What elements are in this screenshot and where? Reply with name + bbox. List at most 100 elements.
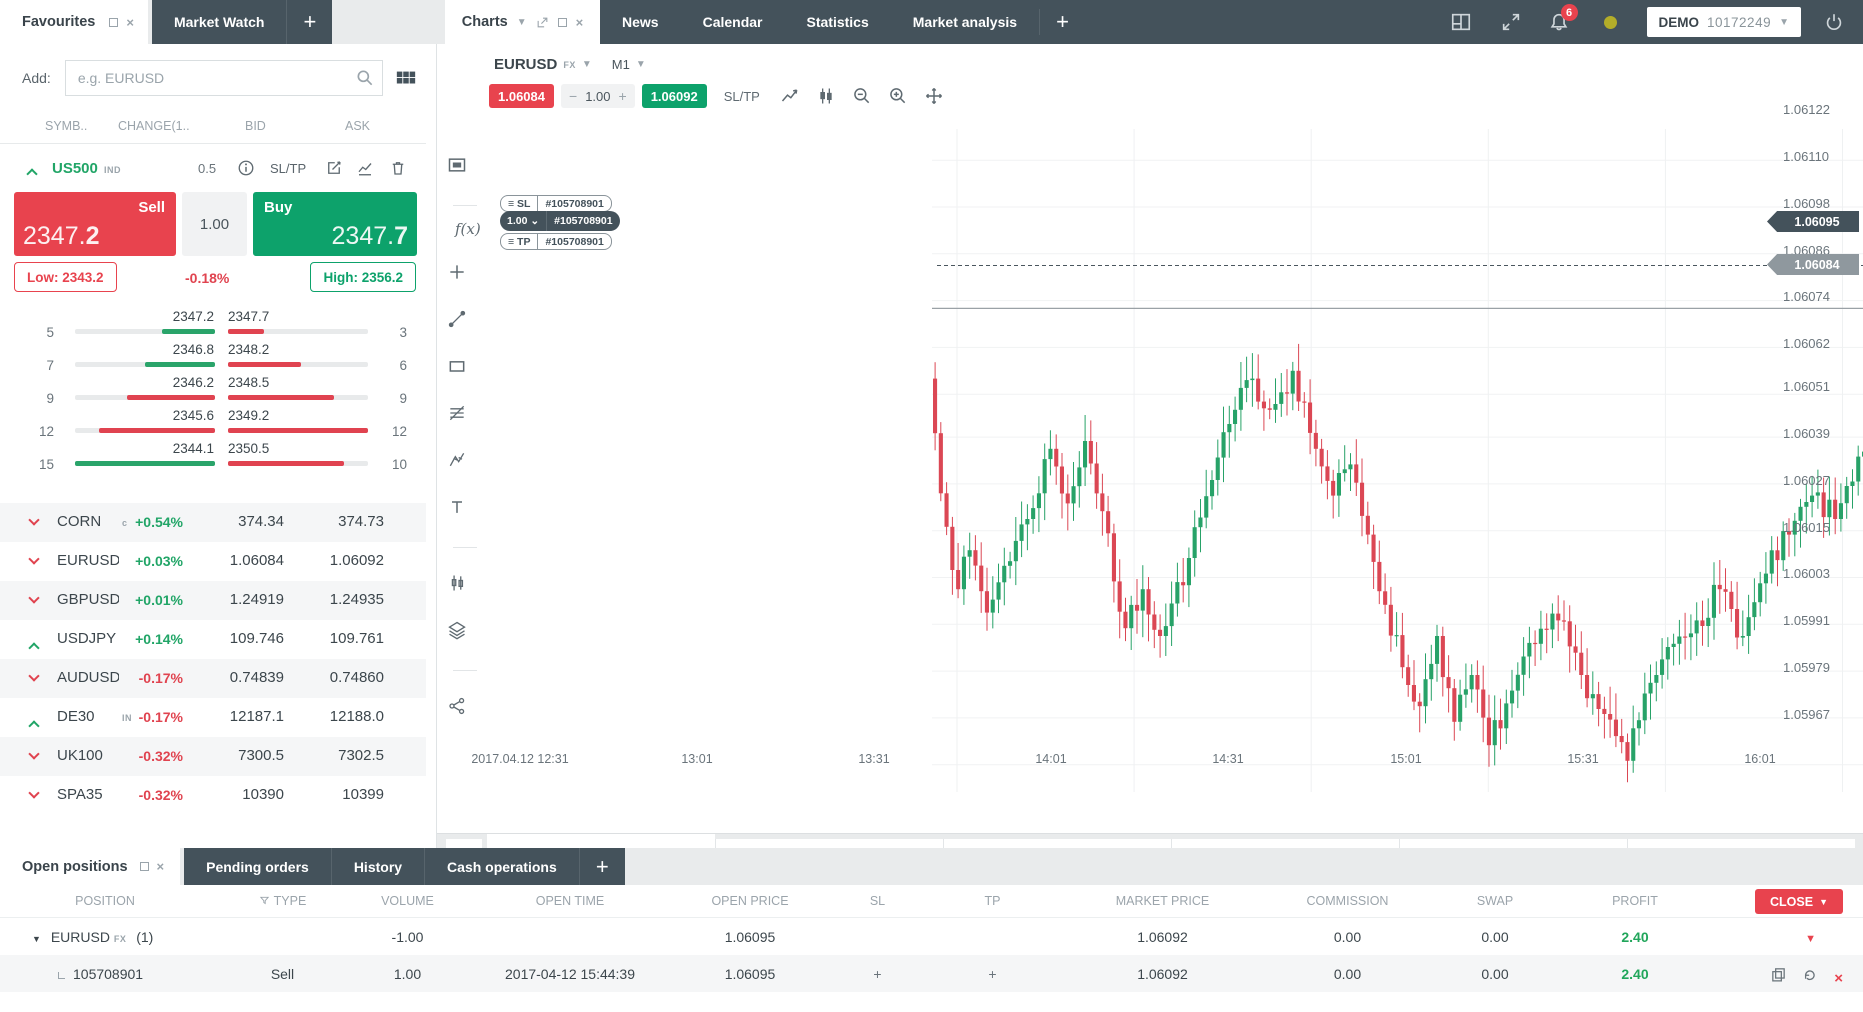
position-row[interactable]: 105708901 Sell 1.00 2017-04-12 15:44:39 1.06…: [0, 955, 1863, 992]
indicators-fx-icon[interactable]: f(x): [455, 220, 481, 238]
col-bid[interactable]: BID: [245, 119, 266, 133]
layout-icon[interactable]: [1450, 11, 1472, 33]
screenshot-icon[interactable]: [447, 155, 467, 175]
watchlist-row-corn[interactable]: CORN c +0.54% 374.34 374.73: [0, 503, 426, 542]
text-tool-icon[interactable]: [447, 497, 467, 517]
order-pill[interactable]: 1.00 ⌄ #105708901: [500, 211, 620, 231]
zoom-in-icon[interactable]: [888, 86, 908, 106]
fullscreen-icon[interactable]: [1500, 11, 1522, 33]
crosshair-add-icon[interactable]: [447, 262, 467, 282]
rectangle-tool-icon[interactable]: [447, 356, 467, 376]
add-sl-button[interactable]: +: [873, 966, 882, 982]
tab-market-analysis[interactable]: Market analysis: [890, 14, 1040, 30]
tab-history[interactable]: History: [330, 848, 425, 885]
collapse-group-icon[interactable]: ▼: [1805, 933, 1816, 945]
quantity-stepper[interactable]: − 1.00 +: [561, 84, 635, 108]
col-sl[interactable]: SL: [869, 894, 886, 908]
expand-caret-icon[interactable]: ▼: [32, 934, 41, 944]
buy-button[interactable]: Buy 2347.7: [253, 192, 417, 256]
pan-move-icon[interactable]: [924, 86, 944, 106]
col-commission[interactable]: COMMISSION: [1306, 894, 1389, 908]
reverse-order-icon[interactable]: [1801, 966, 1818, 983]
sell-button[interactable]: Sell 2347.2: [14, 192, 176, 256]
sltp-button[interactable]: SL/TP: [723, 88, 760, 104]
info-icon[interactable]: [237, 159, 255, 177]
add-panel-tab-button[interactable]: +: [578, 848, 625, 885]
add-panel-tab-button[interactable]: +: [1039, 9, 1086, 35]
close-all-button[interactable]: CLOSE ▼: [1755, 889, 1843, 914]
tab-cash-operations[interactable]: Cash operations: [424, 848, 579, 885]
watchlist-row-audusd[interactable]: AUDUSD -0.17% 0.74839 0.74860: [0, 659, 426, 698]
tab-pending-orders[interactable]: Pending orders: [184, 848, 331, 885]
plus-button[interactable]: +: [618, 88, 627, 104]
tab-calendar[interactable]: Calendar: [680, 14, 785, 30]
col-volume[interactable]: VOLUME: [381, 894, 434, 908]
sl-pill[interactable]: ≡ SL #105708901: [500, 195, 612, 212]
watchlist-row-usdjpy[interactable]: USDJPY +0.14% 109.746 109.761: [0, 620, 426, 659]
trendline-tool-icon[interactable]: [447, 309, 467, 329]
col-open_price[interactable]: OPEN PRICE: [711, 894, 789, 908]
col-tp[interactable]: TP: [984, 894, 1001, 908]
close-position-icon[interactable]: ×: [1834, 970, 1843, 987]
tab-open-positions[interactable]: Open positions ×: [0, 848, 181, 885]
col-position[interactable]: POSITION: [75, 894, 135, 908]
candlestick-chart[interactable]: [932, 129, 1863, 792]
watchlist-row-de30[interactable]: DE30 IN -0.17% 12187.1 12188.0: [0, 698, 426, 737]
notifications-bell-icon[interactable]: 6: [1548, 4, 1578, 33]
popout-icon[interactable]: [109, 17, 119, 27]
chevron-down-icon[interactable]: ▼: [635, 59, 646, 70]
close-icon[interactable]: ×: [575, 14, 584, 30]
candle-style-icon[interactable]: [447, 573, 467, 593]
sell-price-button[interactable]: 1.06084: [489, 84, 554, 108]
chart-icon[interactable]: [356, 159, 374, 177]
zoom-out-icon[interactable]: [852, 86, 872, 106]
watchlist-row-gbpusd[interactable]: GBPUSD +0.01% 1.24919 1.24935: [0, 581, 426, 620]
tab-news[interactable]: News: [600, 14, 681, 30]
collapse-icon[interactable]: [26, 168, 38, 180]
edit-icon[interactable]: [325, 159, 343, 177]
watchlist-row-uk100[interactable]: UK100 -0.32% 7300.5 7302.5: [0, 737, 426, 776]
trendline-mode-icon[interactable]: [780, 86, 800, 106]
watchlist-row-eurusd[interactable]: EURUSD +0.03% 1.06084 1.06092: [0, 542, 426, 581]
buy-price-button[interactable]: 1.06092: [641, 84, 707, 108]
grid-view-icon[interactable]: [395, 67, 417, 89]
col-open_time[interactable]: OPEN TIME: [535, 894, 605, 908]
col-market_price[interactable]: MARKET PRICE: [1115, 894, 1210, 908]
close-icon[interactable]: ×: [126, 14, 134, 30]
elliott-wave-tool-icon[interactable]: [447, 450, 467, 470]
account-selector[interactable]: DEMO 10172249 ▼: [1646, 7, 1801, 37]
filter-icon[interactable]: [259, 895, 270, 906]
chart-type-icon[interactable]: [816, 86, 836, 106]
col-profit[interactable]: PROFIT: [1612, 894, 1658, 908]
sltp-button[interactable]: SL/TP: [270, 161, 307, 176]
trash-icon[interactable]: [389, 159, 407, 177]
tab-market-watch[interactable]: Market Watch: [151, 0, 287, 44]
export-icon[interactable]: [536, 16, 549, 29]
add-panel-tab-button[interactable]: +: [286, 0, 333, 44]
col-ask[interactable]: ASK: [345, 119, 371, 133]
fibonacci-tool-icon[interactable]: [447, 403, 467, 423]
add-tp-button[interactable]: +: [988, 966, 997, 982]
duplicate-order-icon[interactable]: [1770, 966, 1787, 983]
col-type[interactable]: TYPE: [210, 894, 355, 908]
position-group-row[interactable]: ▼ EURUSD FX (1) -1.00 1.06095 1.06092 0.00 0.…: [0, 918, 1863, 955]
col-symbol[interactable]: SYMB..: [45, 119, 88, 133]
minus-button[interactable]: −: [569, 88, 578, 104]
timeframe-selector[interactable]: M1: [611, 57, 630, 72]
instrument-row-us500[interactable]: US500 IND 0.5 SL/TP: [0, 154, 436, 186]
tp-pill[interactable]: ≡ TP #105708901: [500, 233, 612, 250]
popout-icon[interactable]: [557, 17, 567, 27]
col-change[interactable]: CHANGE(1..: [118, 119, 190, 133]
chevron-down-icon[interactable]: ▼: [581, 59, 592, 70]
popout-icon[interactable]: [139, 862, 149, 871]
tab-favourites[interactable]: Favourites ×: [0, 0, 148, 44]
tab-statistics[interactable]: Statistics: [784, 14, 891, 30]
tab-charts[interactable]: Charts ▼ ×: [445, 0, 600, 44]
share-icon[interactable]: [447, 696, 467, 716]
col-swap[interactable]: SWAP: [1476, 894, 1514, 908]
layers-icon[interactable]: [447, 620, 467, 640]
logout-power-icon[interactable]: [1823, 11, 1845, 33]
watchlist-row-spa35[interactable]: SPA35 -0.32% 10390 10399: [0, 776, 426, 815]
quantity-field[interactable]: 1.00: [182, 192, 247, 256]
symbol-search-input[interactable]: [64, 60, 383, 96]
